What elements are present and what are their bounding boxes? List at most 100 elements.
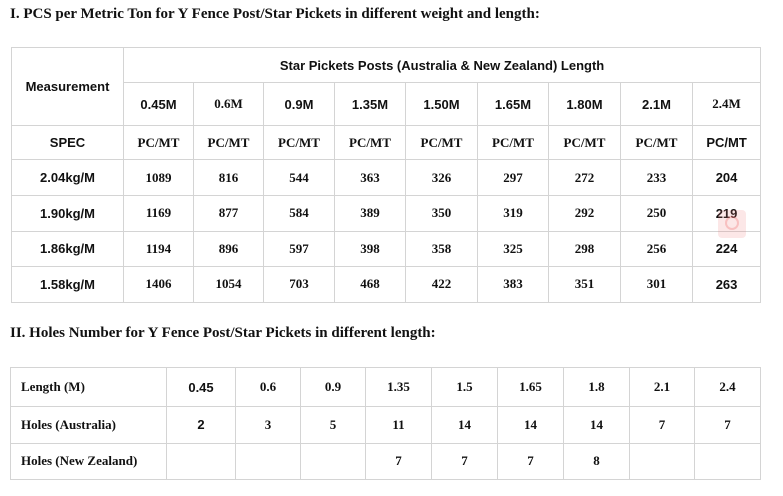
value-cell: 389 xyxy=(334,195,406,232)
unit-cell: PC/MT xyxy=(123,125,194,160)
length-header: 1.50M xyxy=(405,82,478,126)
value-cell: 597 xyxy=(263,230,335,267)
length-group-header: Star Pickets Posts (Australia & New Zeal… xyxy=(122,47,762,83)
value-cell: 544 xyxy=(263,159,335,196)
row-label: Holes (New Zealand) xyxy=(10,442,167,480)
pcs-per-ton-table: Measurement Star Pickets Posts (Australia… xyxy=(11,47,762,303)
unit-cell: PC/MT xyxy=(405,125,478,160)
value-cell: 468 xyxy=(334,266,406,303)
table-row: 2.04kg/M 1089 816 544 363 326 297 272 233 204 xyxy=(11,159,762,196)
value-cell: 422 xyxy=(405,266,478,303)
value-cell: 1169 xyxy=(123,195,194,232)
spec-cell: 2.04kg/M xyxy=(11,159,124,196)
spec-cell: 1.90kg/M xyxy=(11,195,124,232)
value-cell: 7 xyxy=(431,442,498,480)
value-cell: 224 xyxy=(691,230,762,267)
table-row: 1.86kg/M 1194 896 597 398 358 325 298 256 224 xyxy=(11,230,762,267)
value-cell: 325 xyxy=(477,230,549,267)
value-cell: 7 xyxy=(497,442,564,480)
value-cell: 14 xyxy=(497,406,564,444)
holes-table: Length (M) 0.45 0.6 0.9 1.35 1.5 1.65 1.8 2.1 2.4… xyxy=(10,367,761,480)
length-header: 2.1M xyxy=(620,82,693,126)
value-cell: 0.6 xyxy=(235,367,301,407)
value-cell: 383 xyxy=(477,266,549,303)
value-cell: 301 xyxy=(620,266,693,303)
length-header: 0.9M xyxy=(263,82,335,126)
unit-cell: PC/MT xyxy=(548,125,621,160)
value-cell: 7 xyxy=(629,406,695,444)
value-cell: 250 xyxy=(620,195,693,232)
value-cell: 298 xyxy=(548,230,621,267)
value-cell: 877 xyxy=(193,195,264,232)
unit-cell: PC/MT xyxy=(193,125,264,160)
value-cell: 363 xyxy=(334,159,406,196)
unit-cell: PC/MT xyxy=(334,125,406,160)
value-cell: 351 xyxy=(548,266,621,303)
value-cell: 263 xyxy=(691,266,762,303)
length-header: 0.6M xyxy=(193,82,264,126)
spec-cell: 1.86kg/M xyxy=(11,230,124,267)
length-header: 2.4M xyxy=(691,82,762,126)
value-cell: 292 xyxy=(548,195,621,232)
value-cell: 358 xyxy=(405,230,478,267)
value-cell: 0.9 xyxy=(300,367,366,407)
value-cell: 11 xyxy=(365,406,432,444)
unit-cell: PC/MT xyxy=(620,125,693,160)
value-cell: 0.45 xyxy=(166,367,236,407)
spec-header: SPEC xyxy=(11,125,124,160)
unit-row: SPEC PC/MT PC/MT PC/MT PC/MT PC/MT PC/MT PC/MT P… xyxy=(11,125,762,160)
value-cell: 896 xyxy=(193,230,264,267)
value-cell: 2.4 xyxy=(694,367,761,407)
value-cell xyxy=(629,442,695,480)
unit-cell: PC/MT xyxy=(691,125,762,160)
value-cell: 326 xyxy=(405,159,478,196)
value-cell: 272 xyxy=(548,159,621,196)
value-cell: 584 xyxy=(263,195,335,232)
value-cell xyxy=(694,442,761,480)
value-cell: 319 xyxy=(477,195,549,232)
value-cell: 297 xyxy=(477,159,549,196)
length-header-row: 0.45M 0.6M 0.9M 1.35M 1.50M 1.65M 1.80M 2.1M 2.4… xyxy=(12,82,762,126)
value-cell: 5 xyxy=(300,406,366,444)
value-cell: 1406 xyxy=(123,266,194,303)
value-cell: 1.5 xyxy=(431,367,498,407)
value-cell: 1.35 xyxy=(365,367,432,407)
value-cell: 14 xyxy=(431,406,498,444)
value-cell: 1054 xyxy=(193,266,264,303)
value-cell: 1.65 xyxy=(497,367,564,407)
table-row: 1.90kg/M 1169 877 584 389 350 319 292 250 219 xyxy=(11,195,762,232)
value-cell xyxy=(300,442,366,480)
value-cell: 2.1 xyxy=(629,367,695,407)
value-cell: 1194 xyxy=(123,230,194,267)
length-header: 1.80M xyxy=(548,82,621,126)
search-icon xyxy=(718,210,746,238)
length-header: 0.45M xyxy=(123,82,194,126)
section2-heading: II. Holes Number for Y Fence Post/Star P… xyxy=(10,325,436,341)
table-row: Holes (Australia) 2 3 5 11 14 14 14 7 7 xyxy=(10,406,761,444)
value-cell: 1089 xyxy=(123,159,194,196)
value-cell: 350 xyxy=(405,195,478,232)
value-cell: 3 xyxy=(235,406,301,444)
section1-heading: I. PCS per Metric Ton for Y Fence Post/S… xyxy=(10,6,540,22)
table-row: Length (M) 0.45 0.6 0.9 1.35 1.5 1.65 1.8 2.1 2.4 xyxy=(10,367,761,407)
unit-cell: PC/MT xyxy=(477,125,549,160)
value-cell: 703 xyxy=(263,266,335,303)
table-row: Holes (New Zealand) 7 7 7 8 xyxy=(10,442,761,480)
value-cell: 256 xyxy=(620,230,693,267)
value-cell: 398 xyxy=(334,230,406,267)
value-cell: 8 xyxy=(563,442,630,480)
value-cell: 816 xyxy=(193,159,264,196)
table-row: 1.58kg/M 1406 1054 703 468 422 383 351 301 263 xyxy=(11,266,762,303)
row-label: Length (M) xyxy=(10,367,167,407)
group-header-row: Measurement Star Pickets Posts (Australia… xyxy=(11,47,762,126)
value-cell xyxy=(235,442,301,480)
value-cell: 14 xyxy=(563,406,630,444)
value-cell: 2 xyxy=(166,406,236,444)
value-cell: 204 xyxy=(691,159,762,196)
length-header: 1.65M xyxy=(477,82,549,126)
value-cell: 7 xyxy=(365,442,432,480)
value-cell xyxy=(166,442,236,480)
row-label: Holes (Australia) xyxy=(10,406,167,444)
length-header: 1.35M xyxy=(334,82,406,126)
value-cell: 233 xyxy=(620,159,693,196)
